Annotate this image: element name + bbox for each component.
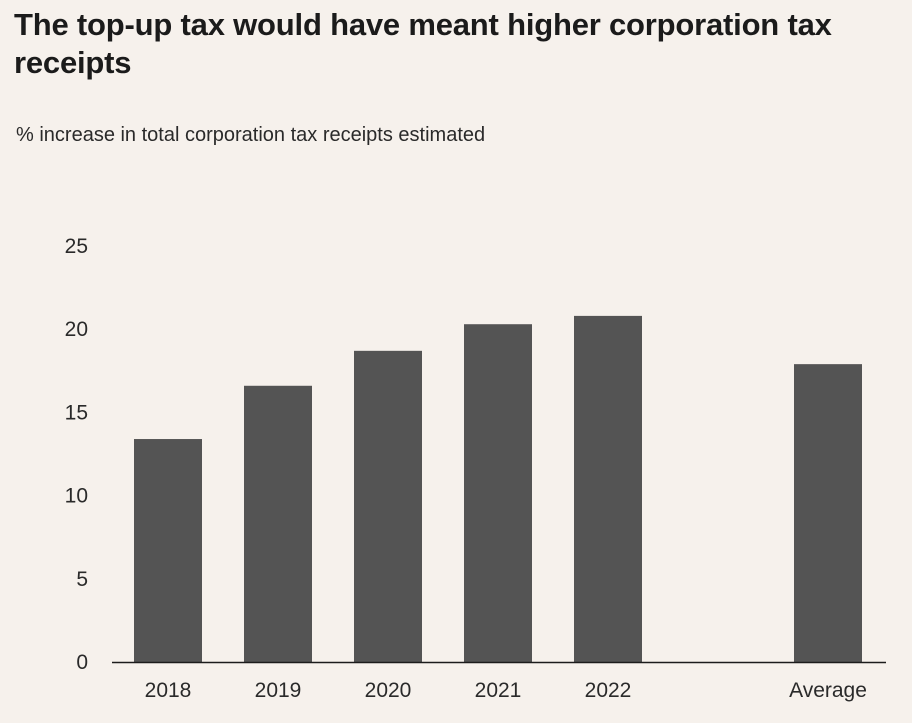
x-tick-label: 2019: [255, 679, 302, 702]
bar-average: [794, 364, 862, 662]
bar-2020: [354, 350, 422, 662]
bar-2022: [574, 315, 642, 662]
y-tick-label: 20: [65, 318, 88, 341]
x-tick-label: Average: [789, 679, 867, 702]
x-tick-label: 2018: [145, 679, 192, 702]
x-tick-label: 2020: [365, 679, 412, 702]
bar-2021: [464, 324, 532, 662]
x-tick-label: 2022: [585, 679, 632, 702]
y-tick-label: 15: [65, 401, 88, 424]
chart-subtitle: % increase in total corporation tax rece…: [16, 124, 486, 146]
y-tick-label: 10: [65, 485, 88, 508]
y-tick-label: 25: [65, 235, 88, 258]
bars: [134, 315, 862, 662]
bar-2019: [244, 385, 312, 662]
y-axis-ticks: 0 5 10 15 20 25: [65, 235, 88, 674]
y-tick-label: 0: [76, 651, 88, 674]
y-tick-label: 5: [76, 568, 88, 591]
chart-title: The top-up tax would have meant higher c…: [14, 7, 832, 80]
x-tick-label: 2021: [475, 679, 522, 702]
x-axis-labels: 2018 2019 2020 2021 2022 Average: [145, 679, 867, 702]
bar-2018: [134, 439, 202, 662]
